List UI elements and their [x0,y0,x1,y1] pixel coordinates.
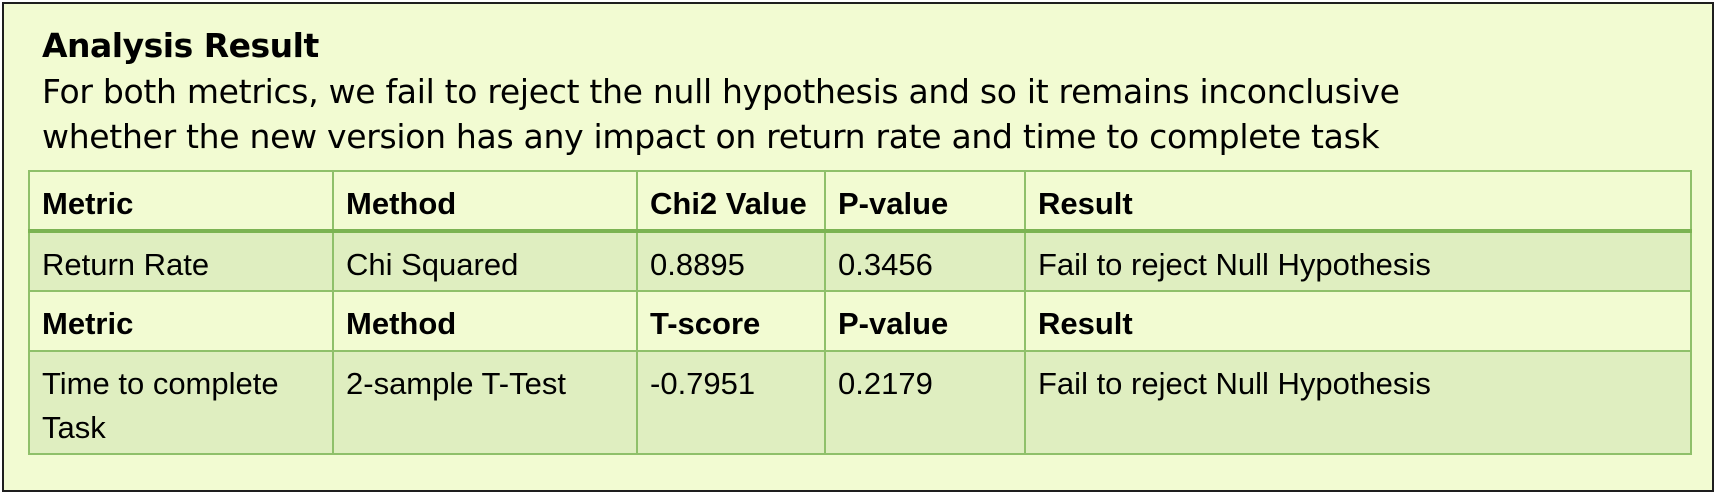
t-test-header-row: Metric Method T-score P-value Result [28,290,1692,352]
column-header-chi2-value: Chi2 Value [636,170,826,233]
analysis-summary: For both metrics, we fail to reject the … [42,69,1642,159]
return-rate-row: Return Rate Chi Squared 0.8895 0.3456 Fa… [28,230,1692,292]
summary-line-2: whether the new version has any impact o… [42,117,1380,156]
metric-cell: Return Rate [28,230,334,292]
p-value-cell: 0.2179 [824,350,1026,455]
chi2-value-cell: 0.8895 [636,230,826,292]
column-header-result: Result [1024,290,1692,352]
analysis-heading: Analysis Result [42,26,319,65]
method-cell: 2-sample T-Test [332,350,638,455]
t-score-cell: -0.7951 [636,350,826,455]
results-table: Metric Method Chi2 Value P-value Result … [28,170,1692,455]
column-header-method: Method [332,170,638,233]
result-cell: Fail to reject Null Hypothesis [1024,350,1692,455]
column-header-p-value: P-value [824,170,1026,233]
metric-cell: Time to complete Task [28,350,334,455]
column-header-metric: Metric [28,170,334,233]
method-cell: Chi Squared [332,230,638,292]
p-value-cell: 0.3456 [824,230,1026,292]
time-to-complete-row: Time to complete Task 2-sample T-Test -0… [28,350,1692,455]
column-header-method: Method [332,290,638,352]
column-header-t-score: T-score [636,290,826,352]
column-header-metric: Metric [28,290,334,352]
chi-square-header-row: Metric Method Chi2 Value P-value Result [28,170,1692,233]
result-cell: Fail to reject Null Hypothesis [1024,230,1692,292]
summary-line-1: For both metrics, we fail to reject the … [42,72,1400,111]
column-header-result: Result [1024,170,1692,233]
column-header-p-value: P-value [824,290,1026,352]
